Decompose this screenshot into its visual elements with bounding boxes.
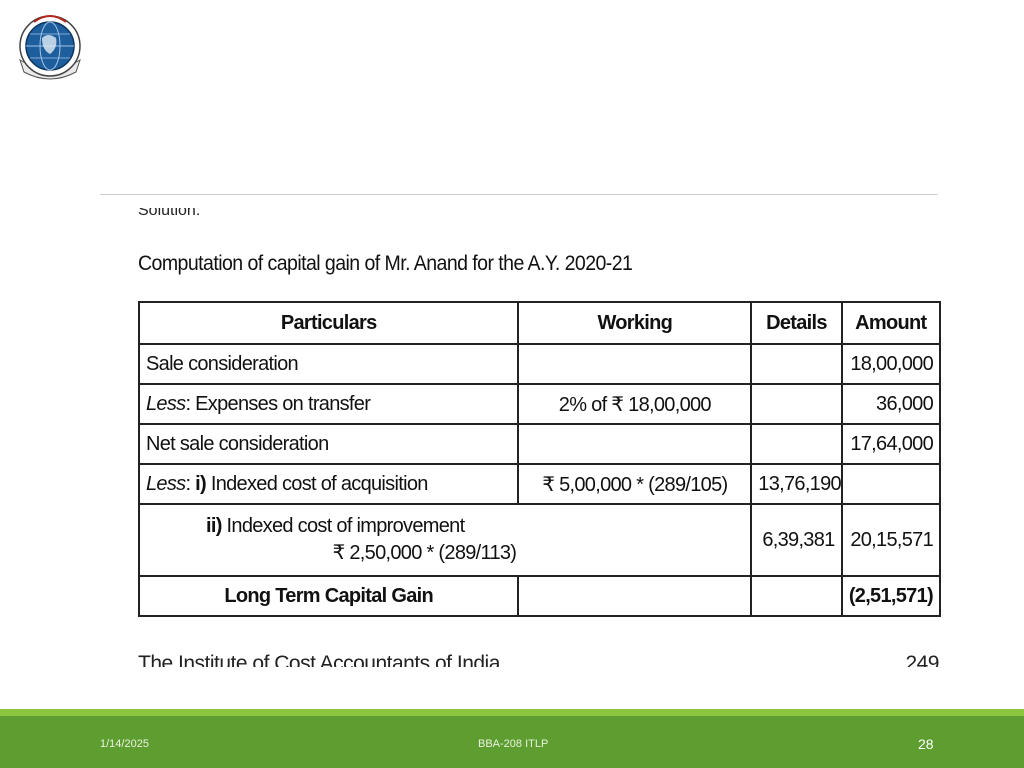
table-row: Sale consideration 18,00,000 (137, 343, 942, 385)
details-cell: 6,39,381 (750, 503, 843, 577)
table-row: Less: Expenses on transfer 2% of ₹ 18,00… (137, 383, 942, 425)
capital-gain-table: Particulars Working Details Amount Sale … (137, 301, 942, 617)
particular-text: : Expenses on transfer (185, 392, 371, 415)
separator: : (185, 472, 196, 495)
table-row: Long Term Capital Gain (2,51,571) (137, 575, 942, 617)
footer-page-number: 28 (918, 736, 934, 752)
cropped-page-number: 249 (905, 652, 939, 667)
item-number: ii) (206, 515, 222, 537)
amount-cell: 18,00,000 (840, 343, 942, 385)
working-formula: ₹ 2,50,000 * (289/113) (332, 542, 517, 564)
particular-cell: Long Term Capital Gain (137, 575, 520, 617)
working-cell (517, 343, 753, 385)
cropped-page-footer: The Institute of Cost Accountants of Ind… (138, 652, 941, 667)
particular-text: Indexed cost of improvement (221, 515, 466, 537)
table-row: Less: i) Indexed cost of acquisition ₹ 5… (137, 463, 942, 505)
working-cell: ₹ 5,00,000 * (289/105) (517, 463, 753, 505)
amount-cell (840, 463, 942, 505)
amount-cell: 17,64,000 (840, 423, 942, 465)
amount-cell: 20,15,571 (840, 503, 942, 577)
item-number: i) (195, 472, 207, 495)
header-divider (100, 194, 938, 195)
details-cell (750, 343, 843, 385)
details-cell (750, 383, 843, 425)
working-cell (517, 423, 753, 465)
computation-heading: Computation of capital gain of Mr. Anand… (138, 252, 633, 275)
slide-footer: 1/14/2025 BBA-208 ITLP 28 (0, 716, 1024, 768)
cropped-institute-text: The Institute of Cost Accountants of Ind… (138, 652, 500, 667)
institution-logo (12, 8, 88, 86)
header-details: Details (750, 301, 843, 345)
cropped-solution-label: Solution: (138, 208, 201, 219)
particular-cell: Sale consideration (137, 343, 520, 385)
amount-cell: 36,000 (840, 383, 942, 425)
amount-cell: (2,51,571) (840, 575, 942, 617)
particular-cell: Less: Expenses on transfer (137, 383, 520, 425)
details-cell (750, 575, 843, 617)
improvement-line: ii) Indexed cost of improvement (146, 515, 744, 538)
footer-course: BBA-208 ITLP (478, 738, 549, 750)
less-prefix: Less (146, 472, 186, 495)
header-working: Working (517, 301, 753, 345)
details-cell (750, 423, 843, 465)
footer-date: 1/14/2025 (100, 738, 149, 750)
table-row: ii) Indexed cost of improvement ₹ 2,50,0… (137, 503, 942, 577)
working-cell: 2% of ₹ 18,00,000 (517, 383, 753, 425)
table-row: Net sale consideration 17,64,000 (137, 423, 942, 465)
working-cell (517, 575, 753, 617)
particular-cell: Net sale consideration (137, 423, 520, 465)
header-amount: Amount (840, 301, 942, 345)
table-header-row: Particulars Working Details Amount (137, 301, 942, 345)
header-particulars: Particulars (137, 301, 520, 345)
institution-emblem-icon (19, 15, 81, 80)
details-cell: 13,76,190 (750, 463, 843, 505)
particular-text: Indexed cost of acquisition (206, 472, 429, 495)
particular-cell: ii) Indexed cost of improvement ₹ 2,50,0… (137, 503, 753, 577)
particular-cell: Less: i) Indexed cost of acquisition (137, 463, 520, 505)
footer-accent-line (0, 709, 1024, 716)
less-prefix: Less (146, 392, 186, 415)
